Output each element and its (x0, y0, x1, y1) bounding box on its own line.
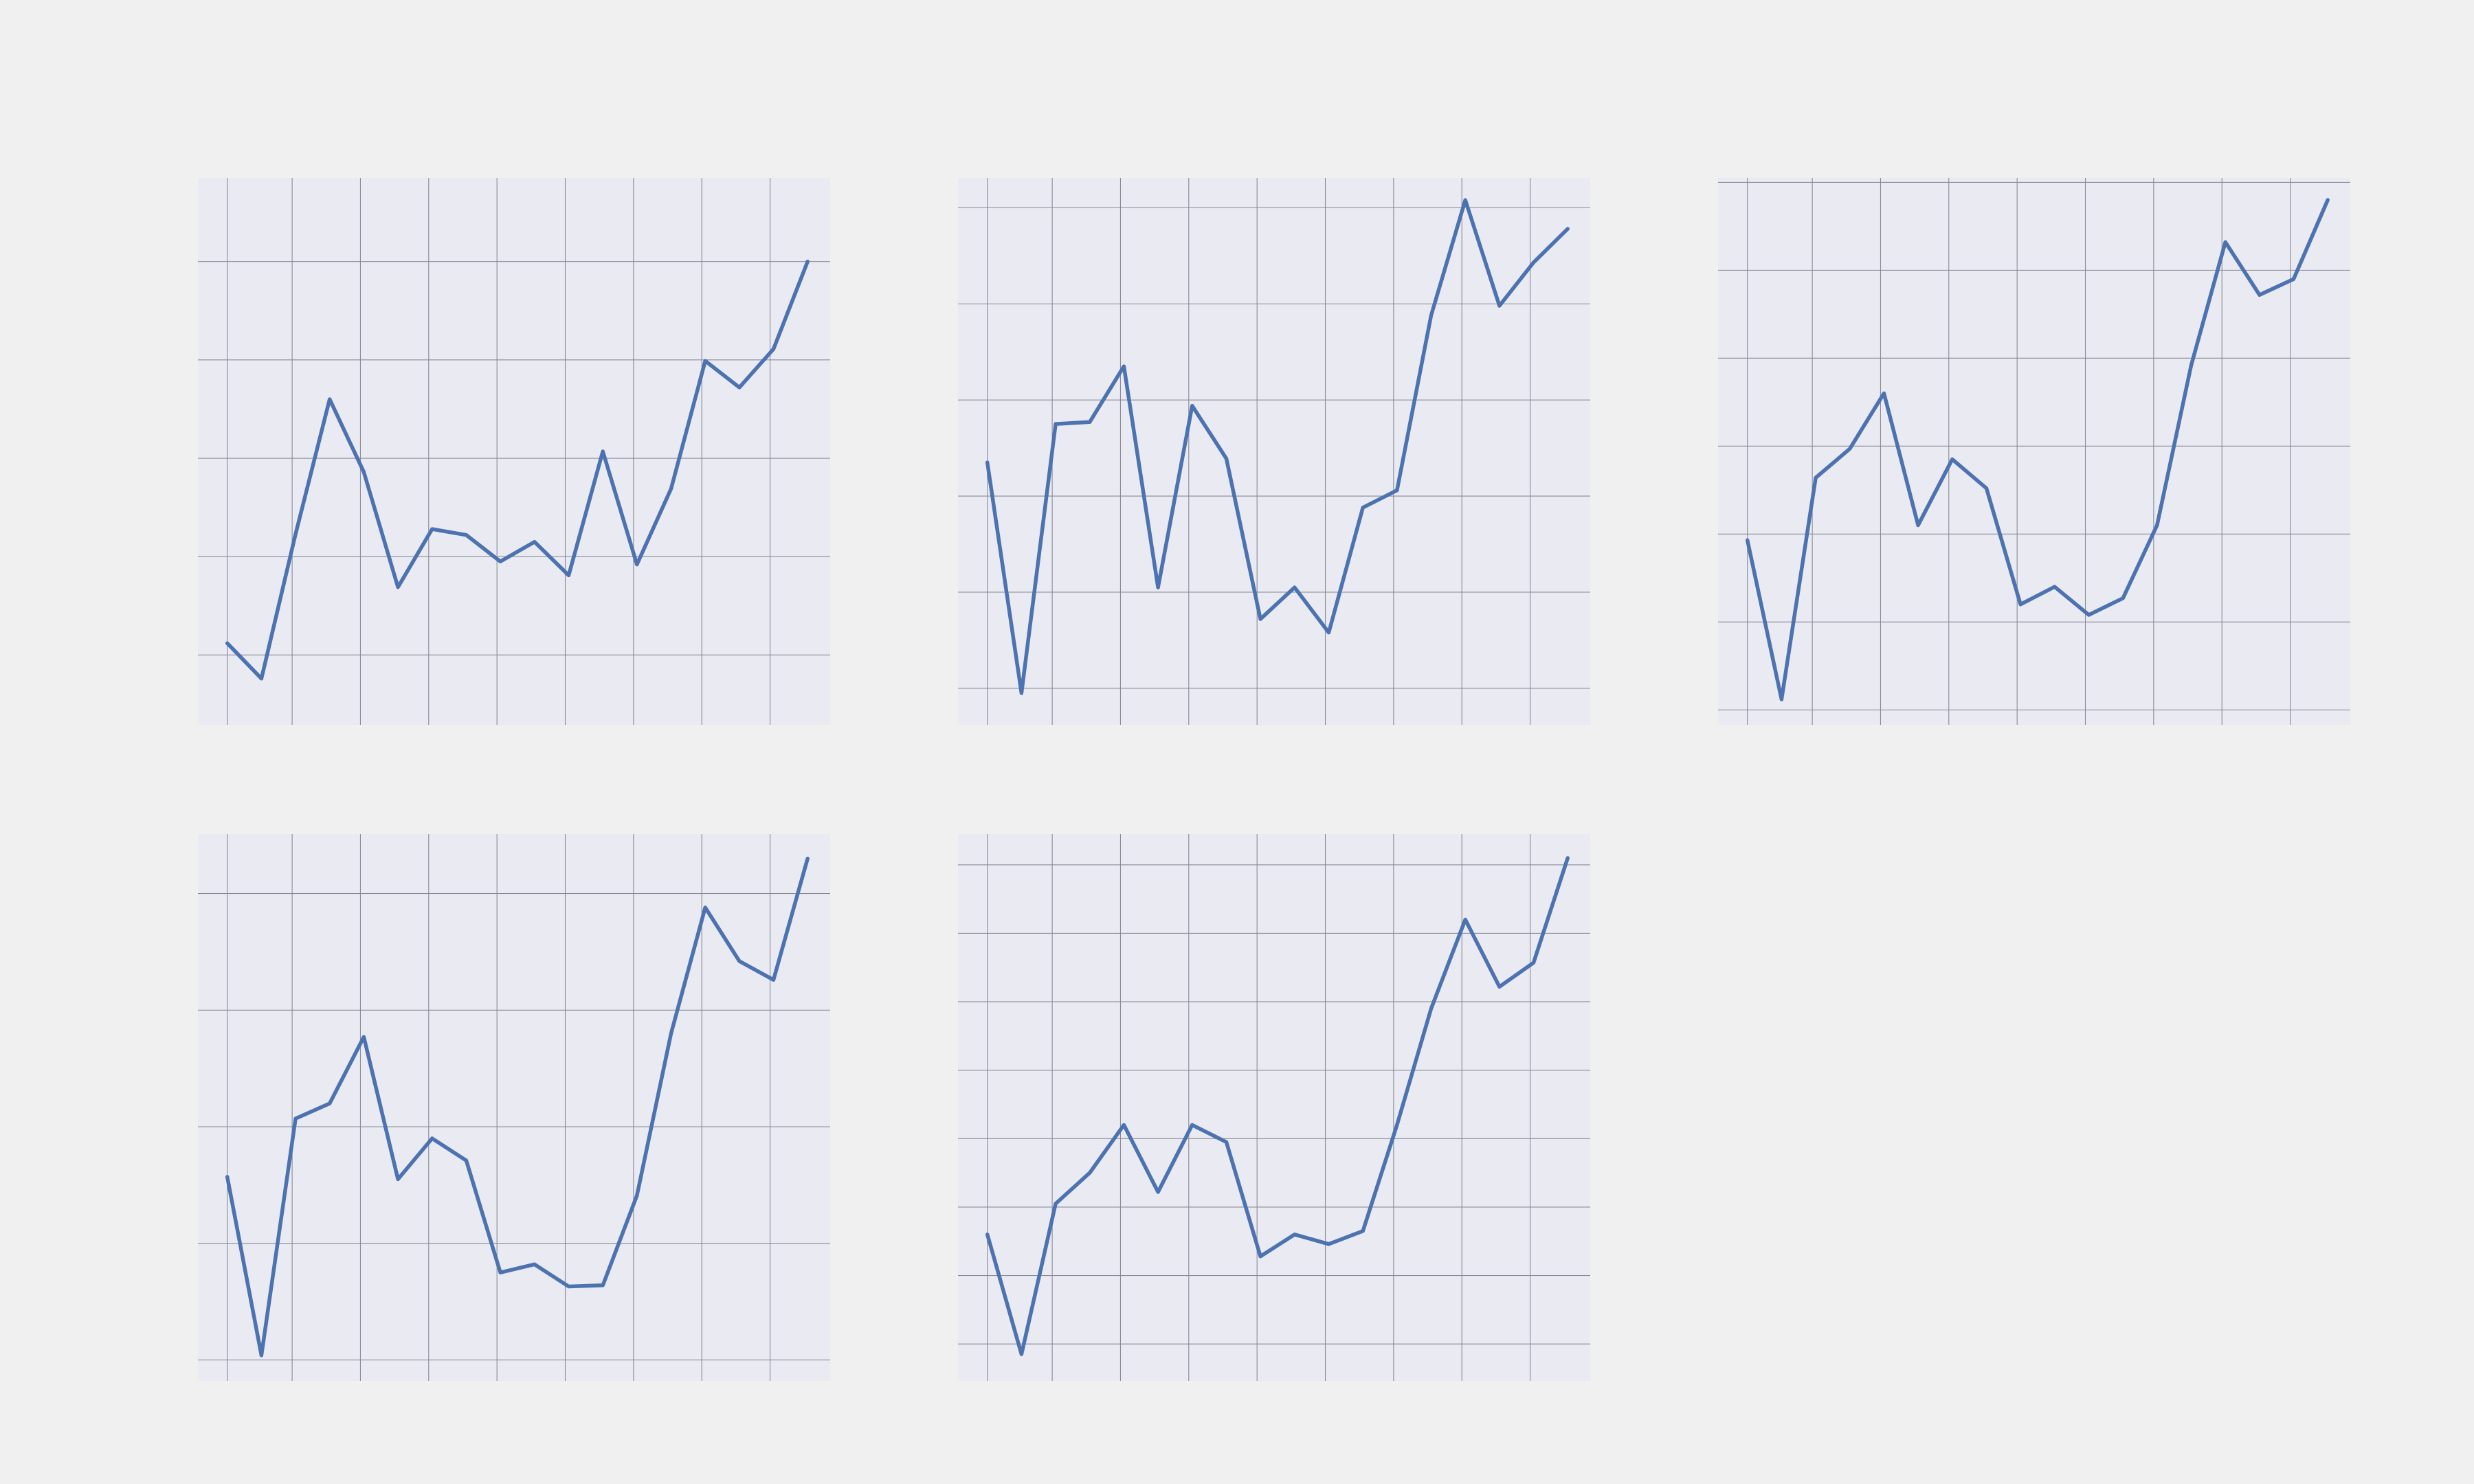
series-line (1745, 198, 2330, 701)
plot-content (958, 834, 1590, 1381)
plot-area (1718, 178, 2350, 725)
series-line (225, 259, 810, 681)
plot-content (198, 834, 830, 1381)
subplot-3 (1718, 178, 2350, 725)
series-line (985, 198, 1570, 695)
subplot-2 (958, 178, 1590, 725)
plot-area (198, 178, 830, 725)
series-line (225, 856, 810, 1358)
subplot-1 (198, 178, 830, 725)
plot-content (198, 178, 830, 725)
plot-content (1718, 178, 2350, 725)
subplot-4 (198, 834, 830, 1381)
plot-area (198, 834, 830, 1381)
plot-area (958, 834, 1590, 1381)
plot-area (958, 178, 1590, 725)
subplot-grid (198, 178, 2350, 1381)
plot-content (958, 178, 1590, 725)
subplot-5 (958, 834, 1590, 1381)
series-line (985, 856, 1570, 1356)
